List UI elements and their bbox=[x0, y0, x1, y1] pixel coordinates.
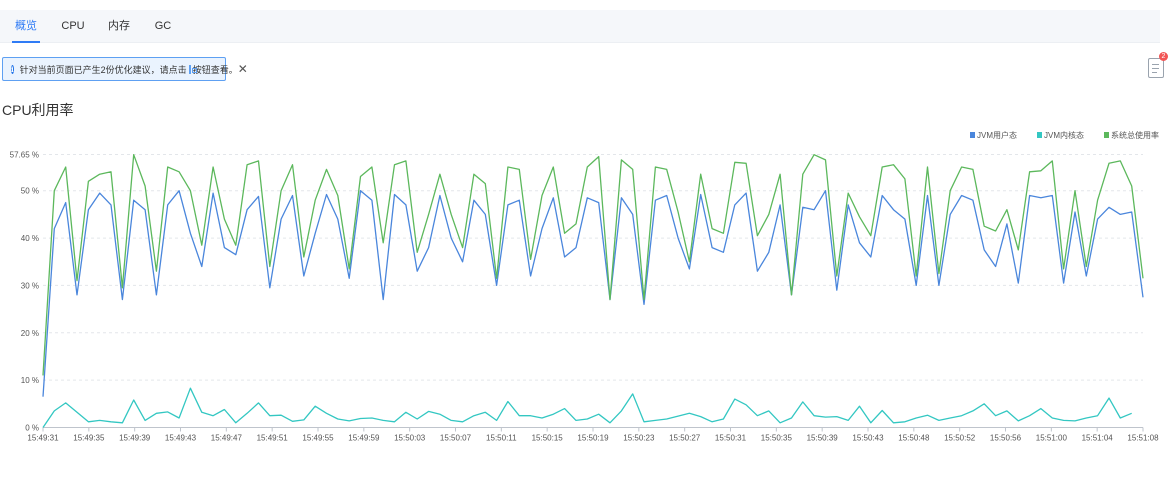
y-tick-label: 20 % bbox=[21, 329, 39, 338]
legend-label: JVM用户态 bbox=[977, 130, 1017, 140]
x-tick-label: 15:50:39 bbox=[807, 434, 839, 443]
report-icon bbox=[1152, 64, 1159, 65]
x-tick-label: 15:50:27 bbox=[669, 434, 701, 443]
legend-swatch bbox=[970, 132, 975, 138]
tab-cpu[interactable]: CPU bbox=[58, 10, 88, 42]
y-tick-label: 50 % bbox=[21, 187, 39, 196]
y-tick-label: 0 % bbox=[25, 424, 39, 433]
x-tick-label: 15:51:08 bbox=[1127, 434, 1159, 443]
x-tick-label: 15:49:51 bbox=[257, 434, 289, 443]
x-tick-label: 15:50:31 bbox=[715, 434, 747, 443]
notification-badge: 2 bbox=[1159, 52, 1168, 61]
x-tick-label: 15:50:48 bbox=[898, 434, 930, 443]
close-icon[interactable]: ✕ bbox=[237, 62, 248, 76]
x-tick-label: 15:50:23 bbox=[623, 434, 655, 443]
y-tick-label: 57.65 % bbox=[10, 151, 39, 160]
x-tick-label: 15:50:07 bbox=[440, 434, 472, 443]
report-icon-line bbox=[1152, 68, 1159, 69]
legend-swatch bbox=[1037, 132, 1042, 138]
series-line bbox=[42, 154, 1144, 376]
tab-overview-label: 概览 bbox=[15, 20, 37, 32]
tab-gc-label: GC bbox=[154, 20, 172, 32]
tab-overview[interactable]: 概览 bbox=[12, 10, 40, 43]
active-tab-indicator bbox=[12, 41, 40, 43]
x-tick-label: 15:50:03 bbox=[394, 434, 426, 443]
x-tick-label: 15:49:31 bbox=[27, 434, 59, 443]
x-tick-label: 15:50:43 bbox=[852, 434, 884, 443]
x-tick-label: 15:50:15 bbox=[532, 434, 564, 443]
x-tick-label: 15:50:56 bbox=[990, 434, 1022, 443]
report-inline-icon bbox=[188, 64, 197, 74]
tab-memory[interactable]: 内存 bbox=[104, 10, 134, 42]
cpu-usage-chart: 0 % 10 % 20 % 30 % 40 % 50 % 57.65 % 15:49:31 15… bbox=[10, 130, 1159, 443]
notice-text-after: 按钮查看。 bbox=[192, 64, 238, 75]
tab-memory-label: 内存 bbox=[108, 20, 130, 32]
series-line bbox=[42, 387, 1132, 428]
notice-text-before: 针对当前页面已产生2份优化建议，请点击 bbox=[19, 64, 187, 75]
x-tick-label: 15:49:55 bbox=[302, 434, 334, 443]
legend-label: JVM内核态 bbox=[1044, 130, 1084, 140]
x-tick-label: 15:49:39 bbox=[119, 434, 151, 443]
legend-swatch bbox=[1104, 132, 1109, 138]
report-icon-line bbox=[1152, 72, 1157, 73]
x-tick-label: 15:49:43 bbox=[165, 434, 197, 443]
x-tick-label: 15:49:35 bbox=[73, 434, 105, 443]
x-tick-label: 15:50:19 bbox=[577, 434, 609, 443]
y-tick-label: 30 % bbox=[21, 281, 39, 290]
optimization-notice: i 针对当前页面已产生2份优化建议，请点击 按钮查看。 ✕ bbox=[2, 57, 248, 81]
x-tick-label: 15:50:52 bbox=[944, 434, 976, 443]
series-line bbox=[42, 190, 1144, 397]
x-tick-label: 15:50:11 bbox=[486, 434, 517, 443]
tab-bar: 概览 CPU 内存 GC bbox=[0, 10, 1160, 43]
chart-title: CPU利用率 bbox=[2, 102, 74, 118]
x-tick-label: 15:49:59 bbox=[348, 434, 380, 443]
x-tick-label: 15:49:47 bbox=[211, 434, 243, 443]
report-button[interactable] bbox=[1148, 58, 1164, 78]
x-tick-label: 15:50:35 bbox=[761, 434, 793, 443]
x-tick-label: 15:51:00 bbox=[1036, 434, 1068, 443]
legend-label: 系统总使用率 bbox=[1111, 130, 1159, 140]
y-tick-label: 40 % bbox=[21, 234, 39, 243]
tab-cpu-label: CPU bbox=[61, 20, 85, 32]
y-tick-label: 10 % bbox=[21, 376, 39, 385]
tab-gc[interactable]: GC bbox=[150, 10, 176, 42]
x-tick-label: 15:51:04 bbox=[1082, 434, 1114, 443]
info-icon: i bbox=[11, 64, 14, 74]
